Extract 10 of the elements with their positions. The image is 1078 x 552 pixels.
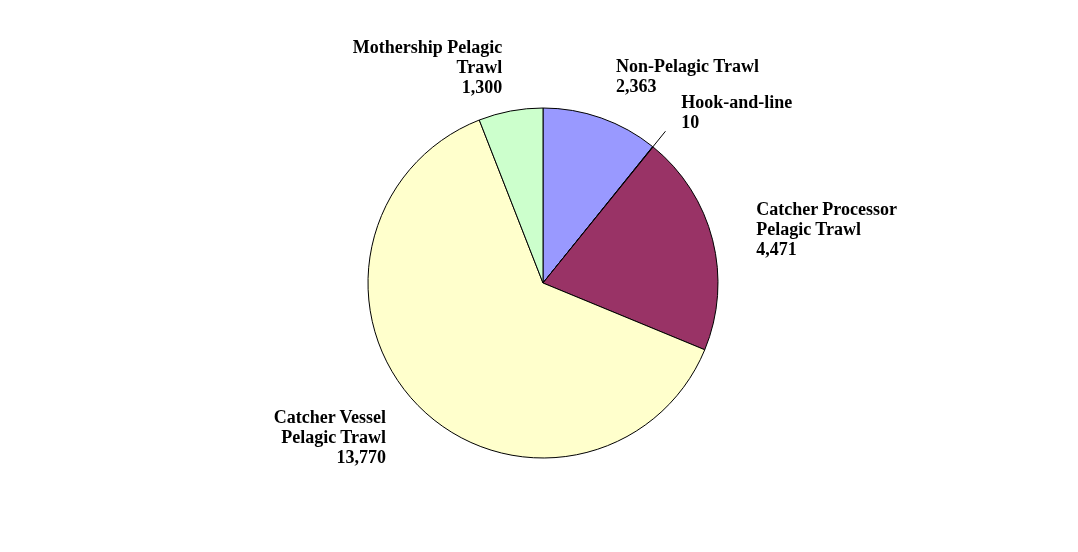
slice-label: Mothership Pelagic Trawl: [352, 36, 503, 77]
data-label: 4,471: [756, 238, 797, 259]
data-label: 13,770: [336, 447, 386, 468]
slice-label: Catcher Processor Pelagic Trawl: [756, 198, 897, 239]
data-label: 2,363: [616, 75, 657, 96]
slice-label: Hook-and-line: [681, 91, 793, 112]
slice-label: Non-Pelagic Trawl: [616, 55, 759, 76]
data-label: 1,300: [461, 76, 503, 97]
data-label: 10: [681, 111, 700, 132]
slice-label: Catcher Vessel Pelagic Trawl: [273, 407, 386, 448]
